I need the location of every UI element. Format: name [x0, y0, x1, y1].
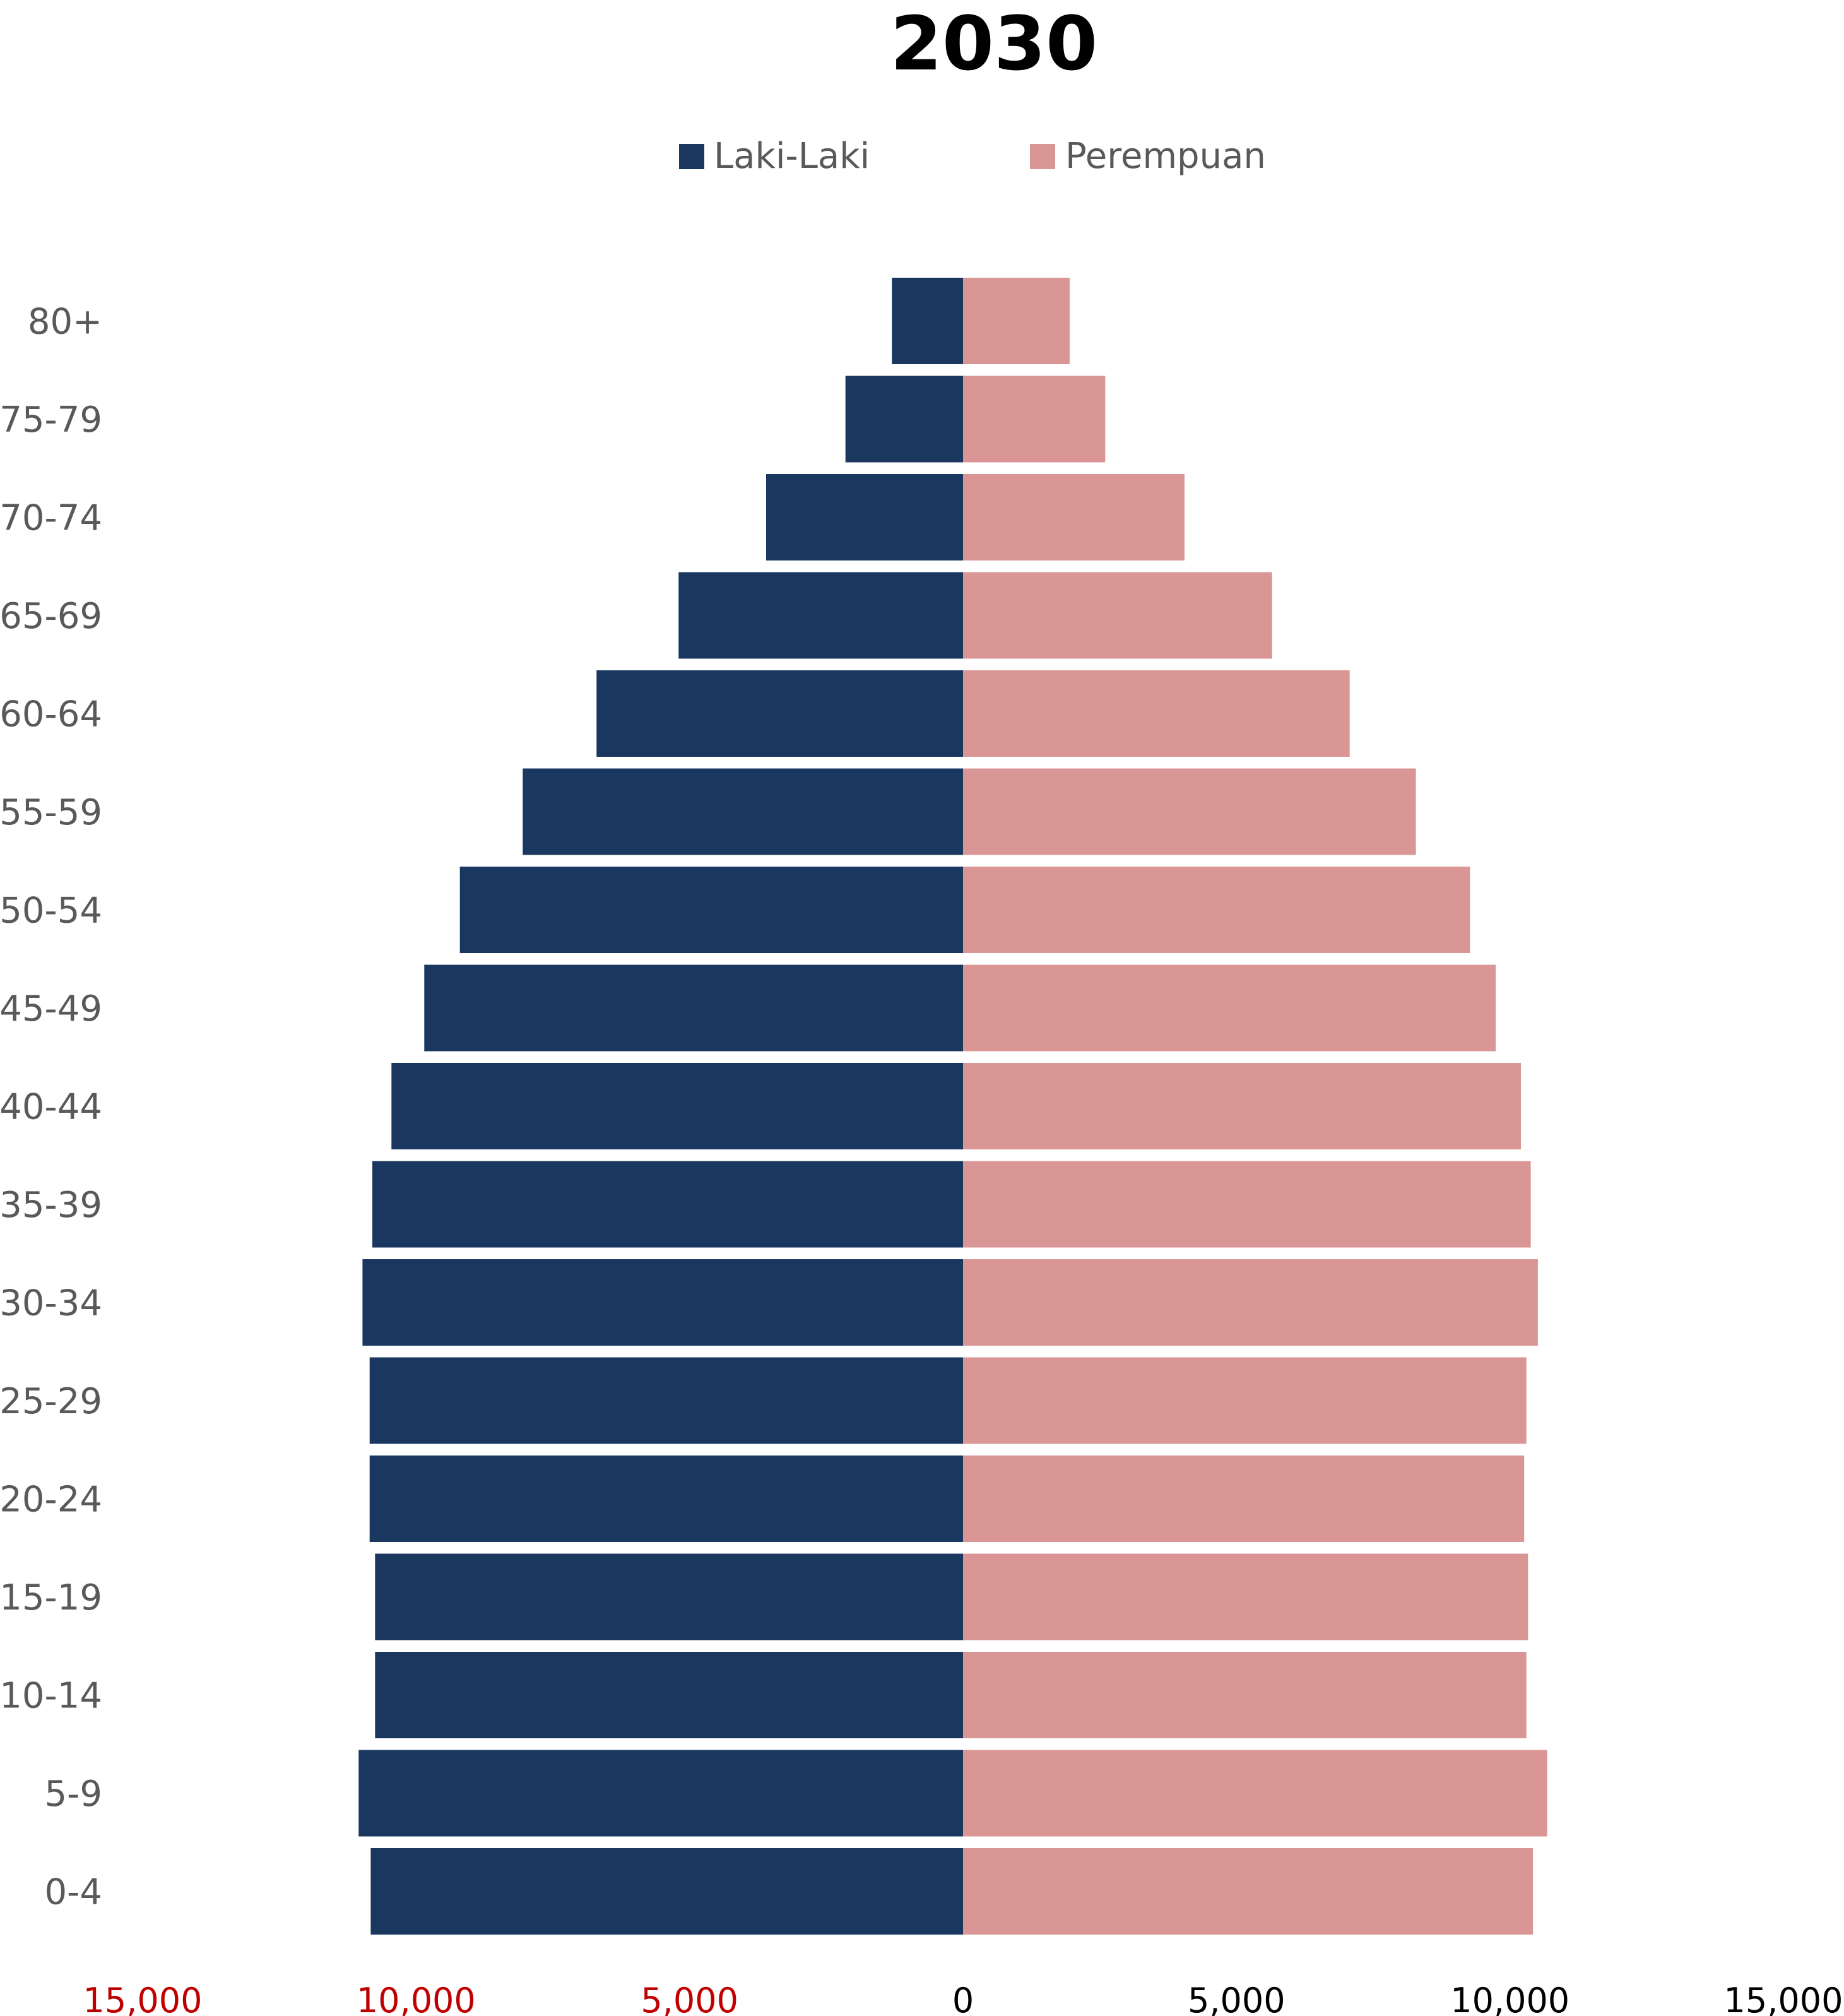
bar-laki-laki-5-9 [358, 1750, 963, 1837]
category-label-15-19: 15-19 [0, 1577, 102, 1618]
x-axis-tick-labels: 15,000 10,000 5,000 0 5,000 10,000 15,000 [83, 1981, 1843, 2016]
bar-laki-laki-75-79 [845, 376, 963, 463]
bar-laki-laki-20-24 [369, 1456, 963, 1542]
bar-perempuan-50-54 [963, 867, 1470, 953]
bar-laki-laki-35-39 [372, 1161, 963, 1248]
x-tick-label: 15,000 [83, 1981, 203, 2016]
bar-perempuan-30-34 [963, 1259, 1538, 1346]
category-label-20-24: 20-24 [0, 1479, 102, 1521]
bar-perempuan-35-39 [963, 1161, 1531, 1248]
bar-laki-laki-15-19 [375, 1553, 963, 1640]
bar-laki-laki-60-64 [596, 670, 963, 757]
bars [358, 278, 1547, 1935]
x-tick-label: 10,000 [1450, 1981, 1569, 2016]
category-label-35-39: 35-39 [0, 1185, 102, 1226]
bar-laki-laki-55-59 [523, 768, 963, 855]
bar-perempuan-0-4 [963, 1848, 1534, 1935]
bar-perempuan-75-79 [963, 376, 1106, 463]
legend-swatch-perempuan [1030, 144, 1055, 169]
bar-laki-laki-40-44 [391, 1063, 963, 1149]
bar-laki-laki-80-plus [892, 278, 963, 364]
bar-laki-laki-70-74 [766, 474, 963, 560]
category-label-60-64: 60-64 [0, 694, 102, 735]
bar-perempuan-45-49 [963, 964, 1496, 1052]
category-label-5-9: 5-9 [45, 1774, 102, 1815]
category-label-10-14: 10-14 [0, 1676, 102, 1717]
category-label-80-plus: 80+ [28, 302, 102, 343]
category-label-40-44: 40-44 [0, 1087, 102, 1128]
x-tick-label: 15,000 [1724, 1981, 1843, 2016]
category-label-75-79: 75-79 [0, 400, 102, 441]
bar-perempuan-25-29 [963, 1357, 1527, 1444]
category-label-55-59: 55-59 [0, 792, 102, 833]
legend-label-laki-laki: Laki-Laki [714, 136, 870, 177]
bar-perempuan-20-24 [963, 1456, 1525, 1542]
bar-laki-laki-45-49 [424, 964, 963, 1052]
bar-perempuan-65-69 [963, 572, 1272, 659]
bar-perempuan-10-14 [963, 1652, 1527, 1738]
bar-laki-laki-50-54 [459, 867, 963, 953]
x-tick-label: 5,000 [641, 1981, 738, 2016]
bar-perempuan-40-44 [963, 1063, 1521, 1149]
bar-perempuan-60-64 [963, 670, 1350, 757]
bar-perempuan-15-19 [963, 1553, 1528, 1640]
bar-laki-laki-25-29 [369, 1357, 963, 1444]
bar-laki-laki-30-34 [362, 1259, 963, 1346]
legend-label-perempuan: Perempuan [1065, 136, 1266, 177]
bar-perempuan-5-9 [963, 1750, 1547, 1837]
bar-perempuan-70-74 [963, 474, 1185, 560]
category-labels: 80+ 75-79 70-74 65-69 60-64 55-59 50-54 45-49 40… [0, 302, 102, 1913]
legend-swatch-laki-laki [679, 144, 704, 169]
bar-laki-laki-10-14 [375, 1652, 963, 1738]
category-label-70-74: 70-74 [0, 498, 102, 539]
x-tick-label: 5,000 [1188, 1981, 1285, 2016]
x-tick-label: 10,000 [357, 1981, 476, 2016]
bar-laki-laki-0-4 [370, 1848, 963, 1935]
bar-laki-laki-65-69 [678, 572, 963, 659]
legend: Laki-Laki Perempuan [679, 136, 1266, 177]
category-label-30-34: 30-34 [0, 1283, 102, 1324]
chart-title: 2030 [890, 0, 1097, 87]
bar-perempuan-55-59 [963, 768, 1416, 855]
category-label-45-49: 45-49 [0, 988, 102, 1029]
category-label-0-4: 0-4 [45, 1872, 102, 1913]
x-tick-label: 0 [952, 1981, 974, 2016]
category-label-65-69: 65-69 [0, 596, 102, 637]
category-label-25-29: 25-29 [0, 1381, 102, 1422]
bar-perempuan-80-plus [963, 278, 1070, 364]
category-label-50-54: 50-54 [0, 891, 102, 932]
